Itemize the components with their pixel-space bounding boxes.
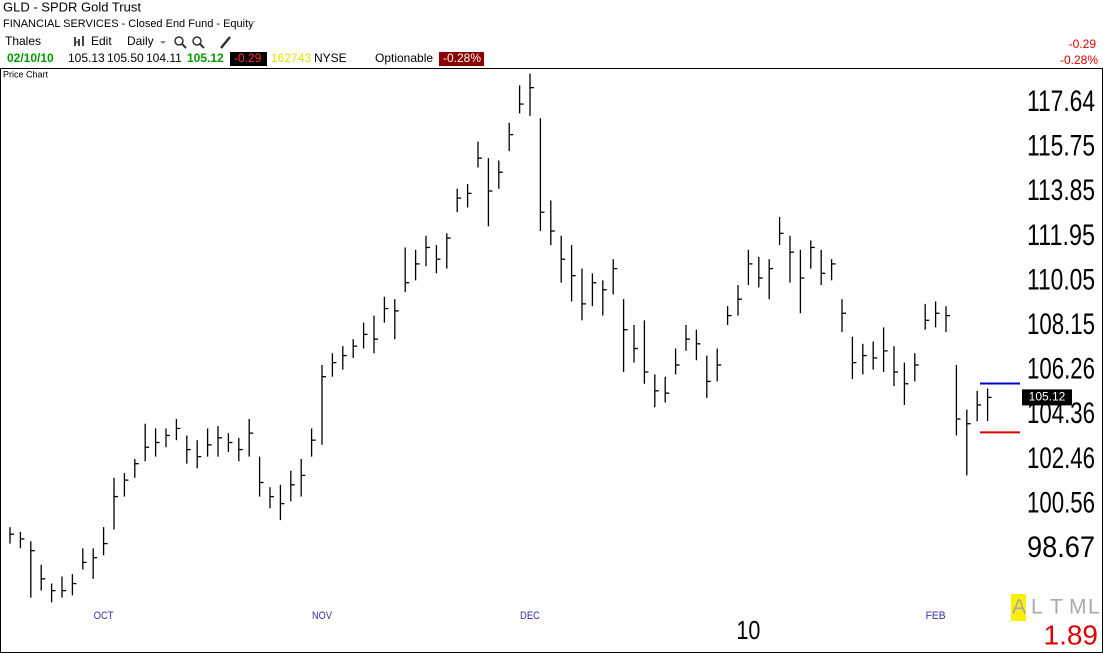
quote-open: 105.13	[68, 51, 105, 65]
zoom-out[interactable]	[192, 36, 205, 49]
indicator-letter: A	[1012, 596, 1026, 619]
x-tick-label: FEB	[926, 610, 946, 622]
zoom-in[interactable]	[174, 36, 187, 49]
y-tick-label: 113.85	[1027, 174, 1095, 207]
indicator-letter: M	[1069, 596, 1087, 619]
y-tick-label: 102.46	[1027, 442, 1095, 475]
x-tick-label: 10	[736, 615, 760, 645]
last-price-box	[1022, 389, 1072, 406]
y-tick-label: 100.56	[1027, 486, 1095, 519]
chart-frame	[0, 68, 1103, 653]
panel-label: Price Chart	[3, 69, 49, 79]
quote-date: 02/10/10	[7, 51, 54, 65]
side-change: -0.29	[1069, 37, 1097, 51]
symbol-title: GLD - SPDR Gold Trust	[3, 0, 141, 14]
quote-volume: 162743	[271, 51, 311, 65]
quote-last: 105.12	[187, 51, 224, 65]
x-tick-label: DEC	[520, 610, 540, 622]
y-tick-label: 117.64	[1027, 85, 1095, 118]
last-price-label: 105.12	[1029, 390, 1066, 404]
quote-change: -0.29	[234, 51, 262, 65]
score: 1.89	[1044, 619, 1099, 650]
user-menu[interactable]: Thales	[5, 34, 41, 48]
letter-highlight	[1011, 594, 1026, 621]
quote-high: 105.50	[107, 51, 144, 65]
change-box	[230, 52, 267, 66]
y-tick-label: 98.67	[1027, 531, 1095, 564]
quote-low: 104.11	[146, 51, 182, 65]
draw-tool[interactable]	[220, 36, 231, 49]
y-tick-label: 110.05	[1027, 263, 1095, 296]
x-tick-label: NOV	[312, 610, 333, 622]
y-tick-label: 111.95	[1027, 219, 1095, 252]
x-tick-label: OCT	[94, 610, 114, 622]
dropdown-arrow[interactable]	[160, 41, 166, 44]
period-menu[interactable]: Daily	[127, 34, 154, 48]
optionable: Optionable	[375, 51, 433, 65]
quote-exchange: NYSE	[314, 51, 347, 65]
bars-icon[interactable]	[74, 36, 84, 46]
y-tick-label: 115.75	[1027, 129, 1095, 162]
dropdown-arrow[interactable]	[250, 21, 256, 24]
indicator-letter: L	[1031, 596, 1043, 619]
symbol-subtitle: FINANCIAL SERVICES - Closed End Fund - E…	[3, 18, 254, 30]
side-change-pct: -0.28%	[1060, 53, 1098, 67]
indicator-letter: L	[1088, 596, 1100, 619]
change-pct-box	[439, 52, 484, 66]
quote-change-pct: -0.28%	[443, 51, 481, 65]
edit-button[interactable]: Edit	[91, 34, 112, 48]
y-tick-label: 106.26	[1027, 353, 1095, 386]
y-tick-label: 108.15	[1027, 308, 1095, 341]
indicator-letter: T	[1050, 596, 1063, 619]
